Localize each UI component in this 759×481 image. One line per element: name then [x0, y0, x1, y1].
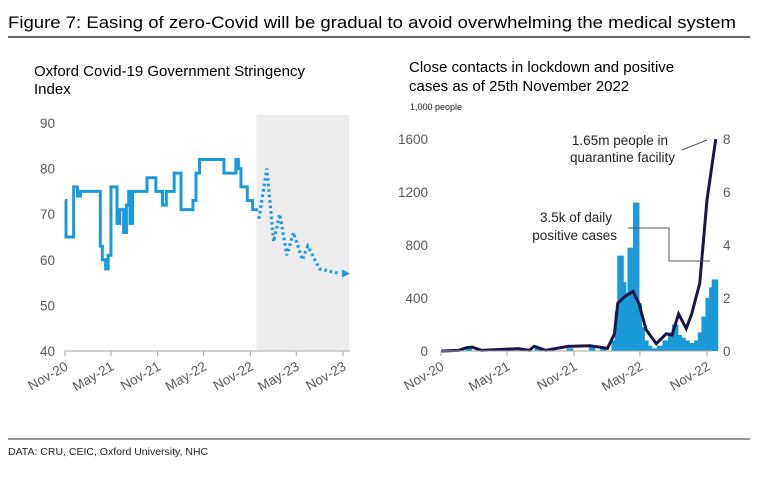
cases-bar [686, 343, 694, 351]
annotation-leader-quarantine [681, 139, 708, 151]
x-tick-label: Nov-20 [401, 359, 446, 394]
unit-label: 1,000 people [410, 102, 462, 112]
x-tick-label: Nov-20 [25, 359, 70, 394]
left-y-tick-label: 400 [405, 291, 428, 306]
cases-bar [465, 348, 472, 351]
cases-bar [667, 332, 675, 351]
cases-bar [662, 340, 669, 351]
cases-bar [588, 347, 596, 351]
cases-bar [701, 316, 708, 351]
stringency-chart: Oxford Covid-19 Government Stringency In… [25, 63, 350, 394]
x-tick-label: May-22 [163, 359, 209, 394]
quarantine-line [440, 138, 718, 353]
chart-title-line-2: cases as of 25th November 2022 [409, 78, 629, 95]
x-tick-label: Nov-21 [118, 359, 163, 394]
arrow-head-icon [341, 269, 350, 278]
cases-bar [632, 202, 640, 351]
cases-bar [683, 340, 690, 351]
chart-title-line-2: Index [34, 81, 71, 98]
right-y-tick-label: 8 [723, 132, 731, 147]
cases-bar [642, 340, 649, 351]
cases-bar [697, 332, 705, 351]
cases-bar [675, 335, 683, 351]
annotation-cases-2: positive cases [532, 228, 617, 243]
cases-bar [705, 298, 712, 351]
y-tick-label: 50 [40, 298, 55, 313]
left-y-tick-label: 800 [405, 238, 428, 253]
x-tick-label: May-22 [599, 359, 645, 394]
cases-bar [671, 324, 679, 351]
stringency-actual-line [64, 157, 258, 271]
chart-title-line-1: Close contacts in lockdown and positive [409, 59, 674, 76]
stringency-forecast-line [257, 168, 341, 276]
cases-bar [679, 337, 686, 351]
cases-bar [629, 271, 636, 351]
forecast-shade [256, 115, 350, 351]
y-tick-label: 80 [40, 162, 55, 177]
cases-bar [645, 345, 653, 351]
cases-bar [694, 340, 701, 351]
x-tick-label: Nov-22 [211, 359, 256, 394]
cases-bar [651, 348, 659, 351]
right-y-tick-label: 4 [723, 238, 731, 253]
left-y-tick-label: 1600 [398, 132, 428, 147]
cases-bar [600, 348, 607, 351]
cases-bar [690, 343, 698, 351]
x-tick-label: Nov-21 [534, 359, 579, 394]
x-tick-label: Nov-22 [667, 359, 712, 394]
cases-bar [711, 279, 719, 351]
cases-bar [656, 345, 664, 351]
annotation-leader-cases [628, 227, 710, 262]
annotation-quarantine-1: 1.65m people in [572, 133, 668, 148]
right-y-tick-label: 0 [723, 344, 731, 359]
figure-title: Figure 7: Easing of zero-Covid will be g… [8, 14, 736, 32]
y-tick-label: 70 [40, 207, 55, 222]
annotation-cases-1: 3.5k of daily [540, 210, 612, 225]
annotation-quarantine-2: quarantine facility [570, 150, 675, 165]
y-tick-label: 90 [40, 116, 55, 131]
chart-title-line-1: Oxford Covid-19 Government Stringency [34, 63, 305, 80]
y-tick-label: 60 [40, 253, 55, 268]
quarantine-chart: Close contacts in lockdown and positive … [398, 59, 731, 394]
x-tick-label: May-21 [466, 359, 512, 394]
cases-bar [534, 348, 542, 351]
x-tick-label: May-23 [255, 359, 301, 394]
cases-bar [638, 327, 645, 351]
left-y-tick-label: 1200 [398, 185, 428, 200]
right-y-tick-label: 6 [723, 185, 731, 200]
source-note: DATA: CRU, CEIC, Oxford University, NHC [8, 446, 209, 458]
x-tick-label: Nov-23 [303, 359, 348, 394]
cases-bar [611, 340, 618, 351]
left-y-tick-label: 0 [420, 344, 428, 359]
y-tick-label: 40 [40, 344, 55, 359]
right-y-tick-label: 2 [723, 291, 731, 306]
cases-bar [566, 348, 574, 351]
x-tick-label: May-21 [70, 359, 116, 394]
